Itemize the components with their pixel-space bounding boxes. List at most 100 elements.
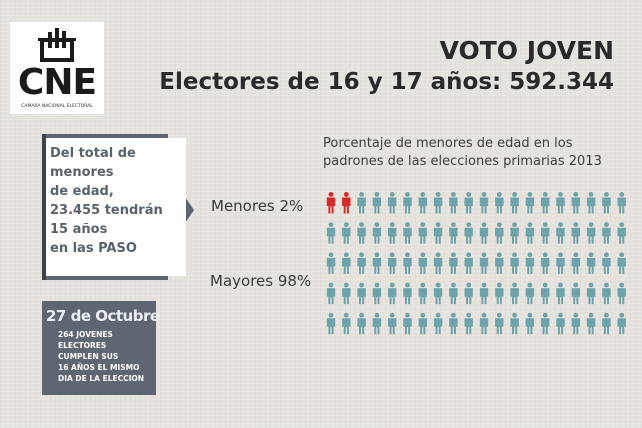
october-line: 264 JOVENES	[58, 330, 113, 339]
person-icon	[479, 192, 489, 214]
person-icon	[403, 192, 412, 214]
chart-title-line: Porcentaje de menores de edad en los	[323, 136, 573, 151]
series-label-menores: Menores 2%	[211, 197, 304, 215]
info-line: Del total de	[50, 146, 136, 161]
person-icon	[464, 252, 473, 274]
info-line: 15 años	[50, 222, 108, 237]
chart-title-line: padrones de las elecciones primarias 201…	[323, 154, 602, 169]
person-icon	[387, 252, 397, 274]
person-icon	[495, 252, 504, 274]
person-icon	[372, 192, 382, 214]
person-icon	[418, 312, 427, 335]
person-icon	[387, 222, 397, 244]
october-line: CUMPLEN SUS	[58, 352, 119, 361]
person-icon	[602, 192, 611, 214]
person-icon	[403, 312, 412, 335]
person-icon	[464, 312, 473, 335]
person-icon	[418, 192, 427, 214]
person-icon	[403, 282, 412, 305]
person-icon	[617, 222, 626, 244]
person-icon	[342, 192, 351, 214]
person-icon	[449, 192, 458, 214]
logo-text: CNE	[17, 62, 97, 103]
person-icon	[342, 312, 351, 335]
person-icon	[495, 282, 504, 305]
person-icon	[357, 252, 366, 274]
person-icon	[525, 282, 535, 305]
person-icon	[464, 282, 473, 305]
person-icon	[342, 282, 351, 305]
person-icon	[433, 222, 443, 244]
person-icon	[326, 282, 336, 305]
person-icon	[586, 252, 596, 274]
person-icon	[617, 252, 626, 274]
person-icon	[387, 312, 397, 335]
october-line: 16 AÑOS EL MISMO	[58, 363, 140, 372]
person-icon	[357, 222, 366, 244]
person-icon	[556, 252, 565, 274]
person-icon	[433, 282, 443, 305]
person-icon	[387, 282, 397, 305]
person-icon	[602, 312, 611, 335]
person-icon	[571, 312, 580, 335]
cne-logo: CNE CAMARA NACIONAL ELECTORAL	[10, 22, 104, 114]
person-icon	[541, 282, 550, 305]
person-icon	[357, 282, 366, 305]
person-icon	[342, 252, 351, 274]
person-icon	[556, 282, 565, 305]
person-icon	[372, 252, 382, 274]
person-icon	[586, 192, 596, 214]
person-icon	[479, 222, 489, 244]
person-icon	[433, 192, 443, 214]
person-icon	[357, 192, 366, 214]
person-icon	[525, 222, 535, 244]
page-subtitle: Electores de 16 y 17 años: 592.344	[159, 69, 614, 95]
info-box	[46, 138, 186, 276]
ballot-box-icon	[38, 28, 76, 62]
person-icon	[525, 192, 535, 214]
person-icon	[479, 252, 489, 274]
person-icon	[418, 222, 427, 244]
person-icon	[479, 312, 489, 335]
person-icon	[342, 222, 351, 244]
person-icon	[571, 192, 580, 214]
person-icon	[617, 192, 626, 214]
person-icon	[495, 192, 504, 214]
person-icon	[357, 312, 366, 335]
person-icon	[449, 222, 458, 244]
person-icon	[556, 312, 565, 335]
person-icon	[510, 282, 519, 305]
logo-subtext: CAMARA NACIONAL ELECTORAL	[21, 104, 93, 109]
series-label-mayores: Mayores 98%	[210, 272, 312, 290]
person-icon	[602, 282, 611, 305]
person-icon	[571, 222, 580, 244]
person-icon	[541, 252, 550, 274]
person-icon	[525, 312, 535, 335]
person-icon	[541, 192, 550, 214]
person-icon	[510, 312, 519, 335]
person-icon	[449, 252, 458, 274]
info-line: en las PASO	[50, 241, 137, 256]
person-icon	[556, 192, 565, 214]
person-icon	[372, 312, 382, 335]
person-icon	[326, 252, 336, 274]
october-title: 27 de Octubre	[46, 307, 160, 325]
october-line: ELECTORES	[58, 341, 107, 350]
person-icon	[418, 252, 427, 274]
person-icon	[602, 252, 611, 274]
person-icon	[571, 252, 580, 274]
person-icon	[326, 222, 336, 244]
person-icon	[449, 312, 458, 335]
person-icon	[510, 192, 519, 214]
person-icon	[541, 312, 550, 335]
october-box	[42, 301, 156, 395]
person-icon	[495, 222, 504, 244]
chart-title: Porcentaje de menores de edad en los pad…	[323, 135, 623, 171]
person-icon	[372, 222, 382, 244]
person-icon	[326, 312, 336, 335]
info-line: 23.455 tendrán	[50, 203, 163, 218]
person-icon	[403, 252, 412, 274]
person-icon	[586, 312, 596, 335]
person-icon	[525, 252, 535, 274]
page-title: VOTO JOVEN	[439, 36, 614, 65]
